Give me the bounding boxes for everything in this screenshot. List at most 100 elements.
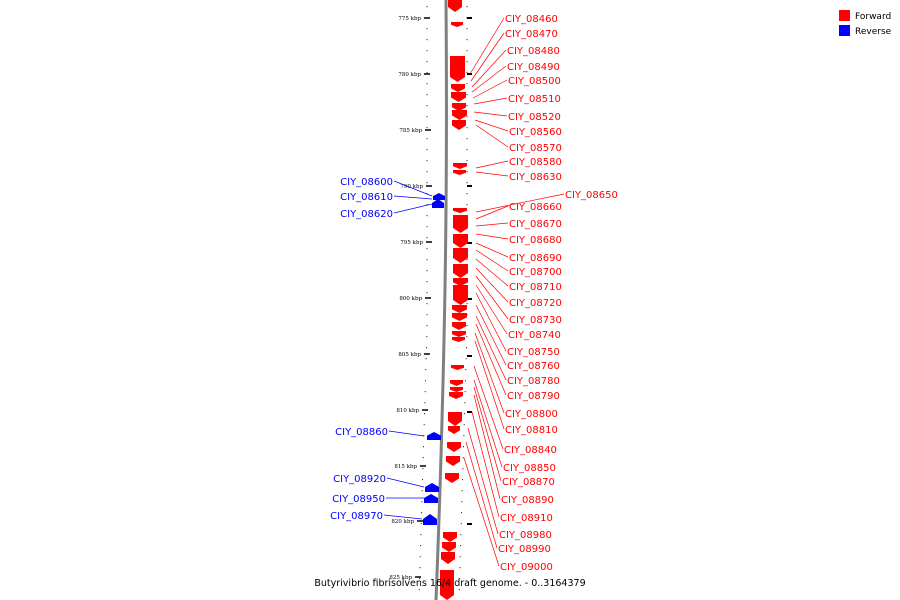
forward-gene-block [452, 331, 466, 337]
forward-gene-block [450, 56, 465, 82]
forward-gene-label[interactable]: CIY_08580 [509, 157, 562, 168]
minor-tick [426, 83, 428, 85]
forward-gene-label[interactable]: CIY_08570 [509, 143, 562, 154]
leader-line [475, 275, 509, 320]
leader-line [475, 233, 509, 240]
reverse-gene-label[interactable]: CIY_08600 [340, 177, 393, 188]
forward-gene-label[interactable]: CIY_08460 [505, 14, 558, 25]
leader-line [463, 457, 500, 567]
forward-gene-block [452, 322, 466, 330]
forward-gene-label[interactable]: CIY_08750 [507, 347, 560, 358]
forward-gene-label[interactable]: CIY_08980 [499, 530, 552, 541]
forward-gene-block [449, 392, 463, 399]
forward-gene-label[interactable]: CIY_08870 [502, 477, 555, 488]
forward-gene-label[interactable]: CIY_08670 [509, 219, 562, 230]
leader-line [475, 242, 509, 258]
leader-line [467, 427, 499, 535]
forward-gene-block [443, 532, 457, 542]
leader-line [475, 315, 507, 381]
scale-tick-label: 805 kbp [398, 352, 421, 358]
minor-tick [423, 435, 425, 437]
forward-gene-block [442, 542, 456, 552]
scale-marker [467, 411, 472, 413]
minor-tick [465, 347, 467, 349]
forward-gene-label[interactable]: CIY_08990 [498, 544, 551, 555]
minor-tick [466, 149, 468, 151]
forward-gene-label[interactable]: CIY_08520 [508, 112, 561, 123]
forward-gene-label[interactable]: CIY_09000 [500, 562, 553, 573]
minor-tick [426, 171, 428, 173]
minor-tick [421, 501, 423, 503]
forward-gene-label[interactable]: CIY_08840 [504, 445, 557, 456]
leader-line [473, 111, 508, 117]
minor-tick [418, 589, 420, 591]
legend-label-reverse: Reverse [855, 27, 892, 37]
forward-gene-block [441, 552, 455, 564]
minor-tick [426, 281, 428, 283]
minor-tick [459, 567, 461, 569]
forward-gene-label[interactable]: CIY_08790 [507, 391, 560, 402]
forward-gene-label[interactable]: CIY_08660 [509, 202, 562, 213]
minor-tick [421, 490, 423, 492]
reverse-gene-label[interactable]: CIY_08610 [340, 192, 393, 203]
scale-tick-label: 775 kbp [398, 16, 421, 22]
forward-gene-label[interactable]: CIY_08850 [503, 463, 556, 474]
forward-gene-label[interactable]: CIY_08740 [508, 330, 561, 341]
forward-gene-label[interactable]: CIY_08760 [507, 361, 560, 372]
forward-gene-label[interactable]: CIY_08680 [509, 235, 562, 246]
reverse-gene-label[interactable]: CIY_08950 [332, 494, 385, 505]
minor-tick [466, 160, 468, 162]
forward-gene-block [450, 387, 463, 392]
forward-gene-label[interactable]: CIY_08700 [509, 267, 562, 278]
forward-gene-label[interactable]: CIY_08690 [509, 253, 562, 264]
reverse-gene-label[interactable]: CIY_08970 [330, 511, 383, 522]
forward-gene-label[interactable]: CIY_08470 [505, 29, 558, 40]
minor-tick [423, 446, 425, 448]
minor-tick [425, 347, 427, 349]
forward-gene-block [451, 84, 465, 92]
forward-gene-label[interactable]: CIY_08500 [508, 76, 561, 87]
forward-gene-label[interactable]: CIY_08560 [509, 127, 562, 138]
leader-line [471, 65, 507, 93]
forward-gene-label[interactable]: CIY_08720 [509, 298, 562, 309]
forward-gene-label[interactable]: CIY_08780 [507, 376, 560, 387]
scale-tick-label: 785 kbp [399, 128, 422, 134]
forward-gene-label[interactable]: CIY_08800 [505, 409, 558, 420]
leader-line [475, 249, 509, 272]
forward-gene-label[interactable]: CIY_08630 [509, 172, 562, 183]
reverse-gene-block [432, 199, 444, 208]
forward-gene-label[interactable]: CIY_08910 [500, 513, 553, 524]
forward-gene-label[interactable]: CIY_08480 [507, 46, 560, 57]
minor-tick [459, 578, 461, 580]
forward-gene-label[interactable]: CIY_08490 [507, 62, 560, 73]
forward-gene-block [450, 380, 463, 386]
forward-gene-label[interactable]: CIY_08510 [508, 94, 561, 105]
forward-gene-block [447, 442, 461, 452]
forward-gene-label[interactable]: CIY_08890 [501, 495, 554, 506]
forward-gene-block [452, 337, 465, 342]
minor-tick [425, 358, 427, 360]
reverse-gene-label[interactable]: CIY_08860 [335, 427, 388, 438]
forward-gene-label[interactable]: CIY_08810 [505, 425, 558, 436]
minor-tick [466, 204, 468, 206]
minor-tick [466, 72, 468, 74]
minor-tick [424, 391, 426, 393]
forward-gene-label[interactable]: CIY_08730 [509, 315, 562, 326]
forward-gene-label[interactable]: CIY_08650 [565, 190, 618, 201]
leader-line [472, 79, 508, 99]
minor-tick [466, 105, 468, 107]
leader-line [471, 49, 507, 88]
minor-tick [466, 303, 468, 305]
minor-tick [426, 61, 428, 63]
leader-line [470, 32, 505, 82]
forward-gene-label[interactable]: CIY_08710 [509, 282, 562, 293]
forward-gene-block [448, 426, 460, 434]
scale-marker [467, 185, 472, 187]
leader-line [393, 195, 433, 200]
minor-tick [422, 468, 424, 470]
minor-tick [426, 17, 428, 19]
minor-tick [465, 358, 467, 360]
reverse-gene-label[interactable]: CIY_08620 [340, 209, 393, 220]
reverse-gene-label[interactable]: CIY_08920 [333, 474, 386, 485]
minor-tick [466, 116, 468, 118]
